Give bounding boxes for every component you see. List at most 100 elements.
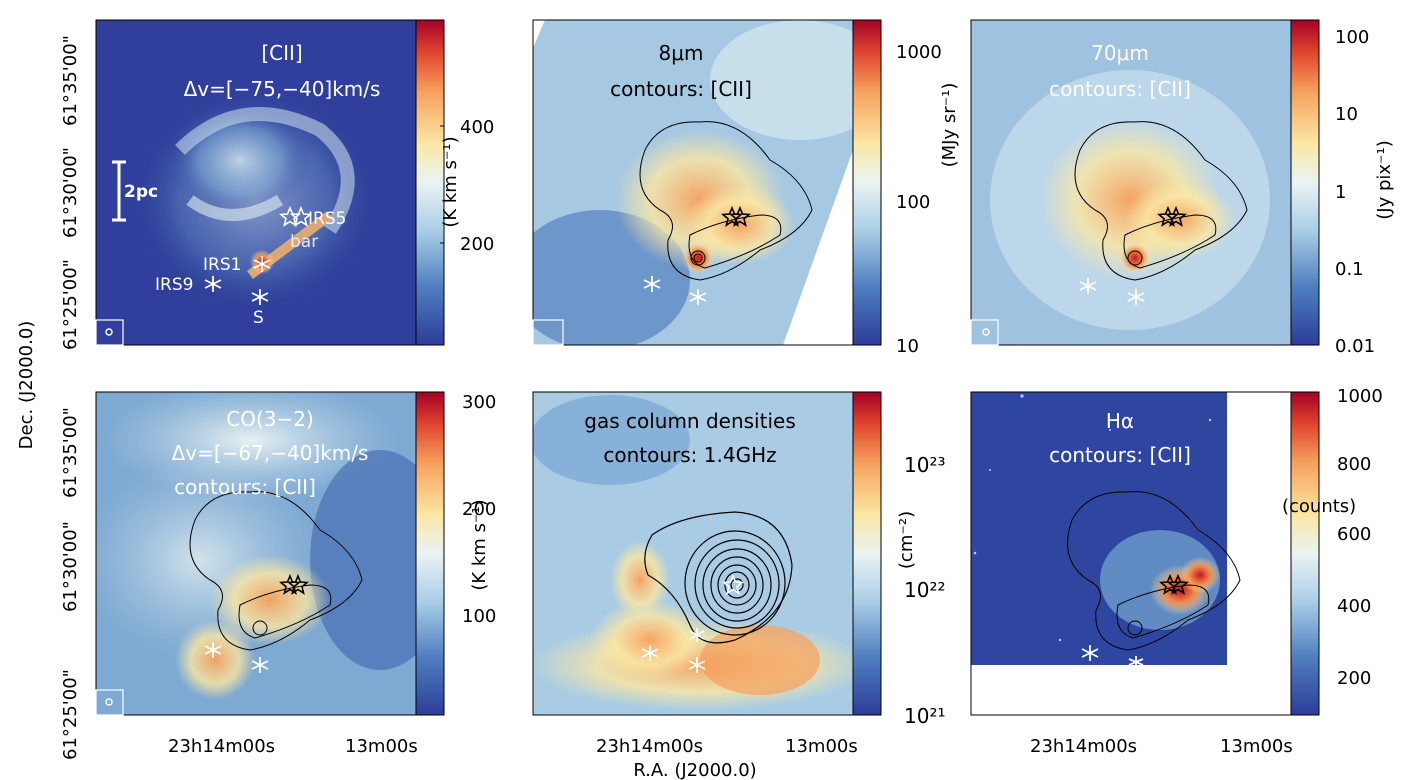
dec-tick: 61°35'00": [60, 407, 81, 498]
colorbar-tick: 100: [462, 606, 496, 627]
ra-tick: 13m00s: [1220, 736, 1293, 757]
star-icon: [289, 205, 313, 227]
asterisk-icon: [641, 645, 659, 661]
ra-tick: 13m00s: [785, 736, 858, 757]
colorbar-tick: 10²¹: [904, 704, 945, 728]
panel-title: Hα: [1106, 409, 1134, 433]
panel-subtitle: contours: [CII]: [610, 77, 752, 101]
panel-subtitle: contours: 1.4GHz: [603, 443, 776, 467]
scale-bar: [112, 160, 126, 222]
panel-title: CO(3−2): [226, 407, 314, 431]
panel-title: 8μm: [659, 41, 704, 65]
panel-title: [CII]: [261, 41, 302, 65]
colorbar: [1290, 19, 1320, 346]
colorbar-tick: 200: [460, 234, 494, 255]
colorbar: [852, 19, 882, 346]
asterisk-icon: [1081, 645, 1099, 661]
colorbar-label: (Jy pix⁻¹): [1374, 140, 1395, 220]
panel-subtitle: contours: [CII]: [1049, 443, 1191, 467]
source-label-irs9: IRS9: [155, 275, 193, 295]
asterisk-icon: [1079, 278, 1097, 294]
scale-bar-label: 2pc: [124, 182, 158, 202]
asterisk-icon: [251, 289, 269, 305]
source-label-s: S: [253, 308, 264, 328]
star-icon: [728, 205, 752, 227]
panel-title: 70μm: [1091, 41, 1149, 65]
colorbar-label: (MJy sr⁻¹): [939, 83, 960, 168]
star-icon: [1164, 205, 1188, 227]
colorbar-tick: 400: [1337, 596, 1371, 617]
colorbar-tick: 800: [1337, 454, 1371, 475]
colorbar-tick: 0.1: [1335, 259, 1364, 280]
source-label-irs5: IRS5: [308, 209, 346, 229]
y-axis-label: Dec. (J2000.0): [16, 321, 37, 450]
colorbar-tick: 10: [896, 336, 919, 357]
colorbar: [852, 391, 882, 716]
colorbar-tick: 600: [1337, 524, 1371, 545]
dec-tick: 61°30'00": [60, 147, 81, 238]
asterisk-icon: [204, 642, 222, 658]
colorbar: [415, 19, 445, 346]
colorbar-tick: 0.01: [1335, 336, 1375, 357]
star-icon: [286, 573, 310, 595]
colorbar-tick: 400: [460, 117, 494, 138]
star-icon: [721, 573, 745, 595]
asterisk-icon: [689, 628, 705, 642]
dec-tick: 61°25'00": [60, 669, 81, 760]
colorbar-tick: 200: [462, 499, 496, 520]
dec-tick-labels: 61°25'00" 61°30'00" 61°35'00" 61°25'00" …: [60, 35, 81, 760]
panel-ha: Hα contours: [CII] 200 400 600 800 1000 …: [970, 386, 1383, 716]
colorbar-label: (K km s⁻¹): [469, 499, 490, 590]
colorbar-tick: 10²²: [904, 578, 945, 602]
panel-8um: 8μm contours: [CII] 10 100 1000 (MJy sr⁻…: [532, 19, 960, 357]
colorbar-tick: 1000: [896, 42, 942, 63]
colorbar-label: (cm⁻²): [896, 511, 917, 569]
colorbar: [1290, 391, 1320, 716]
colorbar-tick: 300: [462, 392, 496, 413]
ra-tick: 23h14m00s: [1030, 736, 1137, 757]
colorbar-tick: 10²³: [904, 453, 945, 477]
panel-cii: 2pc [CII] Δv=[−75,−40]km/s IRS5 bar IRS1…: [95, 19, 494, 346]
ra-tick: 13m00s: [345, 736, 418, 757]
panel-title: gas column densities: [584, 409, 795, 433]
panel-co: CO(3−2) Δv=[−67,−40]km/s contours: [CII]…: [95, 391, 496, 716]
dec-tick: 61°30'00": [60, 521, 81, 612]
star-icon: [1156, 205, 1180, 227]
panel-subtitle: Δv=[−67,−40]km/s: [172, 441, 369, 465]
asterisk-markers: [204, 256, 271, 305]
colorbar: [415, 391, 445, 716]
colorbar-tick: 100: [896, 192, 930, 213]
colorbar-tick: 1: [1335, 182, 1346, 203]
colorbar-label: (counts): [1282, 496, 1356, 517]
asterisk-icon: [688, 657, 706, 673]
source-label-bar: bar: [290, 232, 318, 252]
panel-subtitle: Δv=[−75,−40]km/s: [184, 77, 381, 101]
asterisk-icon: [204, 276, 222, 292]
star-markers: [278, 205, 313, 227]
asterisk-icon: [643, 276, 661, 292]
colorbar-tick: 1000: [1337, 386, 1383, 407]
star-icon: [1158, 573, 1182, 595]
star-icon: [1166, 573, 1190, 595]
asterisk-icon: [251, 657, 269, 673]
colorbar-tick: 100: [1335, 27, 1369, 48]
asterisk-icon: [1128, 656, 1144, 668]
colorbar-tick: 200: [1337, 668, 1371, 689]
asterisk-icon: [253, 256, 271, 272]
x-axis-label: R.A. (J2000.0): [633, 760, 756, 780]
ra-tick-labels: 23h14m00s 13m00s 23h14m00s 13m00s 23h14m…: [168, 736, 1293, 757]
dec-tick: 61°35'00": [60, 35, 81, 126]
panel-subtitle: contours: [CII]: [1049, 77, 1191, 101]
star-icon: [720, 205, 744, 227]
asterisk-icon: [689, 289, 707, 305]
asterisk-icon: [1127, 289, 1145, 305]
colorbar-tick: 10: [1335, 104, 1358, 125]
panel-subtitle-2: contours: [CII]: [174, 475, 316, 499]
radio-contours: [644, 511, 793, 644]
panel-nh: gas column densities contours: 1.4GHz 10…: [532, 391, 945, 728]
colorbar-label: (K km s⁻¹): [440, 136, 461, 227]
ra-tick: 23h14m00s: [596, 736, 703, 757]
dec-tick: 61°25'00": [60, 259, 81, 350]
star-icon: [278, 573, 302, 595]
